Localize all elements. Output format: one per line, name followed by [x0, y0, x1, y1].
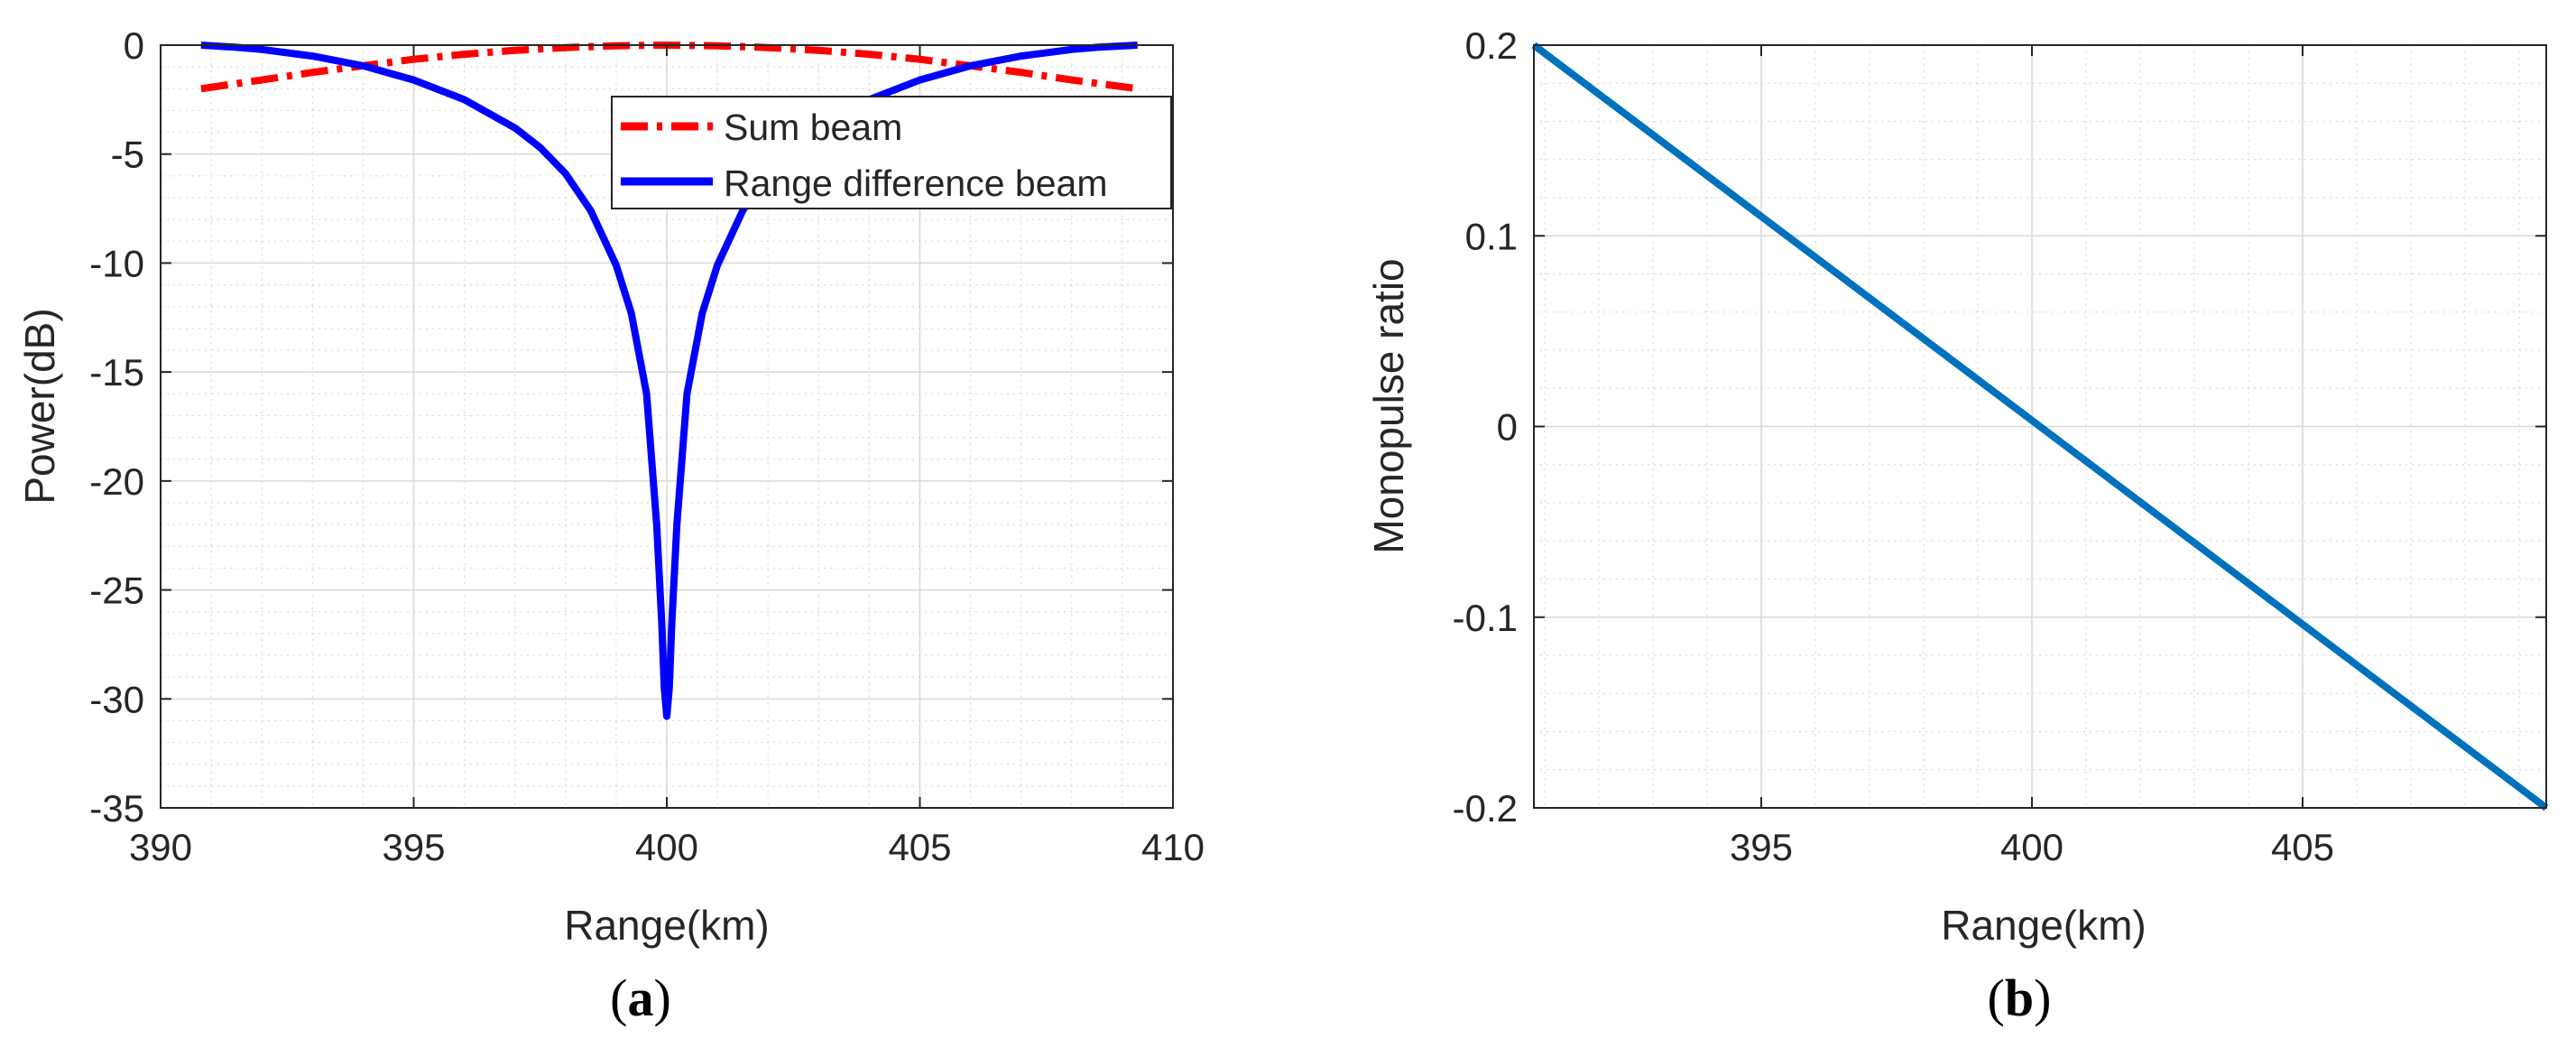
y-tick-label: -10	[89, 242, 144, 284]
panel-a-legend: Sum beam Range difference beam	[611, 96, 1172, 209]
panel-b-caption: (b)	[1988, 969, 2052, 1027]
legend-sum-beam-label: Sum beam	[724, 107, 902, 148]
y-tick-label: -35	[89, 787, 144, 830]
x-tick-label: 405	[2271, 826, 2334, 868]
panel-b-ticks: 395 400 405 0.2 0.1 0 -0.1 -0.2	[1453, 24, 2546, 868]
panel-a-y-axis-label: Power(dB)	[16, 308, 63, 504]
x-tick-label: 395	[382, 826, 445, 868]
y-tick-label: 0.2	[1465, 24, 1518, 67]
x-tick-label: 405	[888, 826, 951, 868]
panel-b-x-axis-label: Range(km)	[1941, 902, 2147, 949]
y-tick-label: 0	[1497, 406, 1518, 449]
y-tick-label: -0.2	[1453, 787, 1518, 830]
x-tick-label: 410	[1141, 826, 1205, 868]
y-tick-label: -5	[111, 134, 144, 176]
panel-b-y-axis-label: Monopulse ratio	[1365, 258, 1412, 553]
y-tick-label: -20	[89, 460, 144, 503]
y-tick-label: 0.1	[1465, 215, 1518, 257]
legend-range-difference-label: Range difference beam	[724, 162, 1107, 204]
series-line-range-difference-beam	[200, 42, 1138, 720]
x-tick-label: 390	[129, 826, 192, 868]
panel-b-series-layer	[1531, 42, 2549, 811]
x-tick-label: 395	[1730, 826, 1793, 868]
panel-a-x-axis-label: Range(km)	[564, 902, 770, 949]
y-tick-label: -25	[89, 570, 144, 612]
panel-a-chart: 390 395 400 405 410 0 -5 -10 -15 -20 -25 -30 -35 Sum…	[16, 24, 1205, 1027]
y-tick-label: -15	[89, 351, 144, 394]
x-tick-label: 400	[635, 826, 698, 868]
y-tick-label: -30	[89, 678, 144, 720]
x-tick-label: 400	[2000, 826, 2064, 868]
legend-box	[611, 96, 1172, 209]
series-line-monopulse-ratio	[1531, 42, 2549, 811]
panel-b-chart: 395 400 405 0.2 0.1 0 -0.1 -0.2 Monopulse ratio…	[1365, 24, 2549, 1027]
panel-a-caption: (a)	[610, 969, 671, 1027]
y-tick-label: -0.1	[1453, 597, 1518, 639]
panel-a-ticks: 390 395 400 405 410 0 -5 -10 -15 -20 -25 -30 -35	[89, 24, 1205, 868]
y-tick-label: 0	[124, 24, 144, 67]
